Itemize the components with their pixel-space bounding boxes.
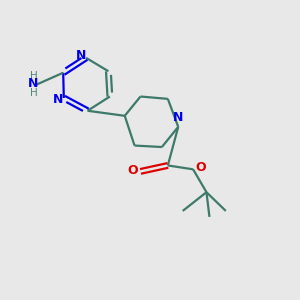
Text: H: H [30, 88, 38, 98]
Text: N: N [173, 111, 183, 124]
Text: N: N [28, 77, 38, 90]
Text: N: N [53, 93, 64, 106]
Text: H: H [30, 71, 38, 81]
Text: O: O [195, 161, 206, 174]
Text: O: O [128, 164, 138, 177]
Text: N: N [76, 49, 86, 62]
